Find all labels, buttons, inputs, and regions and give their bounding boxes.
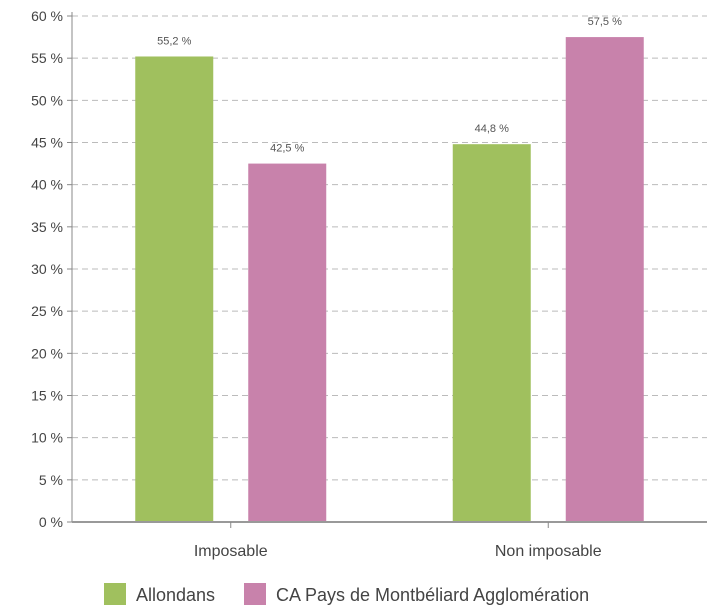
y-tick-label: 60 % [31,8,63,24]
y-tick-label: 15 % [31,388,63,404]
axes: 0 % 5 % 10 % 15 % 20 % 25 % 30 % 35 % 40 % 45 % 50… [31,8,707,560]
data-labels: 55,2 % 42,5 % 44,8 % 57,5 % [157,16,622,155]
bars [135,37,644,523]
bar [452,144,531,523]
bar [135,56,214,522]
legend-label: CA Pays de Montbéliard Agglomération [276,585,589,605]
x-tick-label: Non imposable [495,543,602,560]
y-tick-label: 45 % [31,135,63,151]
x-tick-label: Imposable [194,543,268,560]
legend-swatch [104,583,126,605]
y-tick-label: 30 % [31,261,63,277]
bar [565,37,644,522]
legend-item: CA Pays de Montbéliard Agglomération [244,583,589,605]
legend-item: Allondans [104,583,215,605]
y-tick-label: 25 % [31,303,63,319]
y-tick-label: 40 % [31,177,63,193]
data-label: 57,5 % [588,16,622,28]
y-tick-label: 20 % [31,345,63,361]
legend-label: Allondans [136,585,215,605]
legend: Allondans CA Pays de Montbéliard Agglomér… [104,583,589,605]
data-label: 55,2 % [157,35,191,47]
y-tick-label: 55 % [31,50,63,66]
y-tick-label: 5 % [39,472,63,488]
y-tick-label: 10 % [31,430,63,446]
y-tick-label: 35 % [31,219,63,235]
bar [248,163,327,523]
data-label: 42,5 % [270,143,304,155]
y-tick-label: 0 % [39,514,63,530]
data-label: 44,8 % [475,123,509,135]
legend-swatch [244,583,266,605]
y-tick-label: 50 % [31,92,63,108]
